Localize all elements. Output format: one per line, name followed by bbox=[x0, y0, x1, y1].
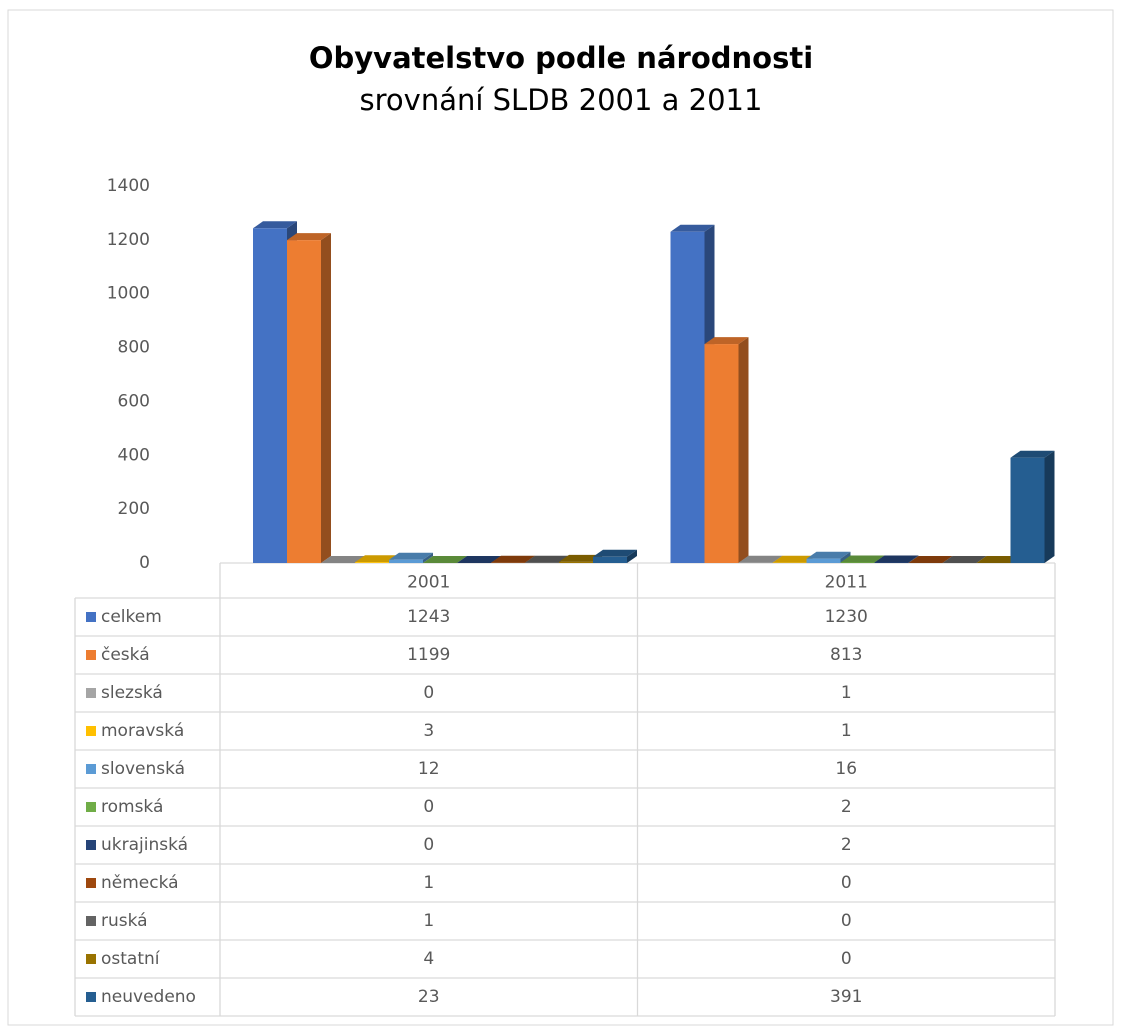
bar-top bbox=[704, 337, 749, 345]
table-value: 0 bbox=[841, 911, 852, 931]
chart-title: Obyvatelstvo podle národnosti bbox=[309, 41, 813, 75]
bar bbox=[355, 562, 389, 563]
table-value: 16 bbox=[835, 759, 857, 779]
bar-top bbox=[806, 551, 851, 559]
chart-subtitle: srovnání SLDB 2001 a 2011 bbox=[360, 83, 763, 117]
bar bbox=[874, 562, 909, 563]
legend-swatch bbox=[86, 726, 96, 736]
table-value: 1230 bbox=[825, 607, 868, 627]
legend-swatch bbox=[86, 992, 96, 1002]
bar-top bbox=[670, 224, 715, 232]
table-value: 23 bbox=[418, 987, 440, 1007]
bar-top bbox=[593, 549, 637, 557]
y-tick-label: 0 bbox=[139, 553, 150, 573]
bar-side bbox=[738, 337, 749, 563]
legend-label: ruská bbox=[101, 911, 148, 931]
table-value: 1199 bbox=[407, 645, 450, 665]
table-value: 1 bbox=[841, 721, 852, 741]
bar-top bbox=[457, 556, 501, 563]
table-value: 0 bbox=[841, 949, 852, 969]
bar-top bbox=[287, 233, 331, 241]
bar-side bbox=[627, 549, 637, 563]
chart-border bbox=[7, 9, 1114, 1026]
legend-label: slovenská bbox=[101, 759, 185, 779]
table-value: 2 bbox=[841, 835, 852, 855]
legend-swatch bbox=[86, 764, 96, 774]
y-tick-label: 1000 bbox=[107, 284, 150, 304]
legend-label: slezská bbox=[101, 683, 163, 703]
bar bbox=[389, 559, 423, 563]
table-value: 0 bbox=[423, 835, 434, 855]
bar bbox=[670, 231, 705, 563]
y-tick-label: 200 bbox=[118, 499, 150, 519]
legend-label: moravská bbox=[101, 721, 184, 741]
y-tick-label: 600 bbox=[118, 391, 150, 411]
bar-top bbox=[559, 554, 603, 562]
table-value: 0 bbox=[423, 683, 434, 703]
table-value: 1 bbox=[841, 683, 852, 703]
table-value: 12 bbox=[418, 759, 440, 779]
table-value: 2 bbox=[841, 797, 852, 817]
bar bbox=[253, 228, 287, 563]
bar bbox=[704, 344, 739, 563]
bar-top bbox=[976, 556, 1021, 563]
legend-swatch bbox=[86, 688, 96, 698]
bar-top bbox=[355, 555, 399, 563]
legend-label: romská bbox=[101, 797, 163, 817]
bar-side bbox=[1044, 450, 1055, 563]
table-value: 1 bbox=[423, 911, 434, 931]
legend-swatch bbox=[86, 612, 96, 622]
bar bbox=[287, 240, 321, 563]
y-tick-label: 1200 bbox=[107, 230, 150, 250]
legend-label: celkem bbox=[101, 607, 162, 627]
legend-swatch bbox=[86, 840, 96, 850]
table-value: 4 bbox=[423, 949, 434, 969]
y-tick-label: 1400 bbox=[107, 176, 150, 196]
table-value: 813 bbox=[830, 645, 862, 665]
bar-top bbox=[389, 552, 433, 560]
legend-label: neuvedeno bbox=[101, 987, 196, 1007]
legend-swatch bbox=[86, 954, 96, 964]
bar-side bbox=[321, 233, 331, 563]
bar bbox=[1010, 457, 1045, 563]
bar-top bbox=[840, 555, 885, 563]
bar-top bbox=[1010, 450, 1055, 458]
legend-label: ukrajinská bbox=[101, 835, 188, 855]
bar-side bbox=[908, 555, 919, 563]
bar-top bbox=[738, 555, 783, 563]
table-value: 3 bbox=[423, 721, 434, 741]
table-value: 1 bbox=[423, 873, 434, 893]
bar bbox=[840, 562, 875, 563]
legend-swatch bbox=[86, 878, 96, 888]
table-value: 0 bbox=[423, 797, 434, 817]
bar-top bbox=[321, 556, 365, 563]
table-value: 391 bbox=[830, 987, 862, 1007]
bar-side bbox=[423, 552, 433, 563]
bar-top bbox=[525, 555, 569, 563]
legend-label: německá bbox=[101, 873, 179, 893]
bar bbox=[806, 558, 841, 563]
bar-top bbox=[908, 556, 953, 563]
bar bbox=[593, 556, 627, 563]
legend-label: česká bbox=[101, 645, 150, 665]
legend-swatch bbox=[86, 916, 96, 926]
bar-side bbox=[840, 551, 851, 563]
bar-top bbox=[423, 556, 467, 563]
bar-top bbox=[942, 556, 987, 563]
y-tick-label: 800 bbox=[118, 338, 150, 358]
bar-top bbox=[253, 221, 297, 229]
bar-top bbox=[874, 555, 919, 563]
bar-top bbox=[772, 555, 817, 563]
legend-swatch bbox=[86, 802, 96, 812]
bar-top bbox=[491, 555, 535, 563]
table-value: 1243 bbox=[407, 607, 450, 627]
table-value: 0 bbox=[841, 873, 852, 893]
x-tick-label: 2001 bbox=[407, 573, 450, 593]
bar bbox=[559, 561, 593, 563]
y-tick-label: 400 bbox=[118, 445, 150, 465]
x-tick-label: 2011 bbox=[825, 573, 868, 593]
legend-label: ostatní bbox=[101, 949, 161, 969]
legend-swatch bbox=[86, 650, 96, 660]
